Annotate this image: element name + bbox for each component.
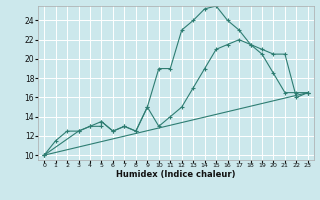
X-axis label: Humidex (Indice chaleur): Humidex (Indice chaleur) <box>116 170 236 179</box>
